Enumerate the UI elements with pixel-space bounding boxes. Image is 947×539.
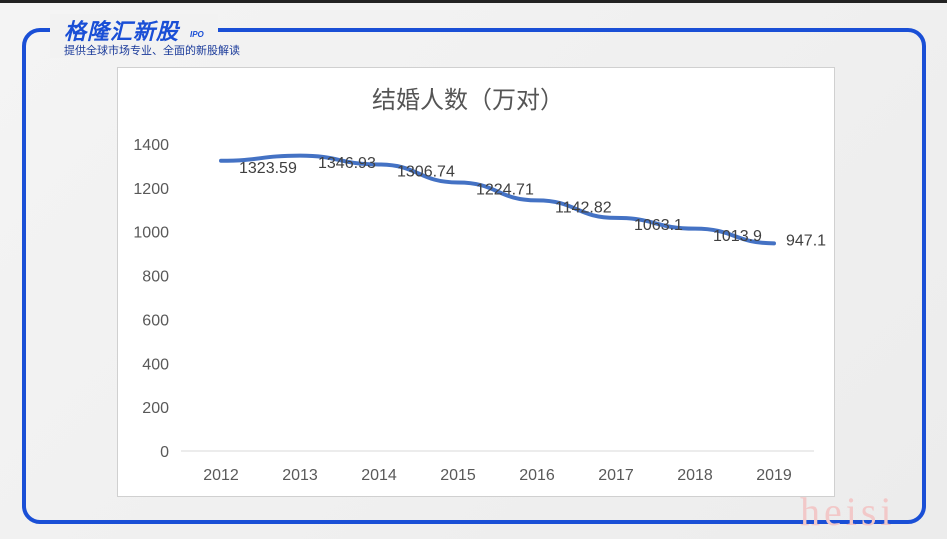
series-line bbox=[219, 153, 776, 246]
x-tick-label: 2014 bbox=[361, 467, 397, 484]
chart-title: 结婚人数（万对） bbox=[372, 87, 564, 114]
y-tick-label: 0 bbox=[160, 444, 169, 461]
x-tick-label: 2017 bbox=[598, 467, 634, 484]
data-label: 1224.71 bbox=[476, 182, 534, 199]
data-label: 947.1 bbox=[786, 233, 826, 250]
x-tick-label: 2016 bbox=[519, 467, 555, 484]
y-tick-label: 800 bbox=[142, 269, 169, 286]
data-label: 1013.9 bbox=[713, 228, 762, 245]
brand-badge: IPO bbox=[190, 30, 204, 39]
y-tick-label: 200 bbox=[142, 400, 169, 417]
y-tick-label: 600 bbox=[142, 312, 169, 329]
y-tick-label: 1000 bbox=[133, 225, 169, 242]
x-tick-label: 2019 bbox=[756, 467, 792, 484]
y-tick-label: 400 bbox=[142, 356, 169, 373]
data-label: 1346.93 bbox=[318, 155, 376, 172]
brand-tagline: 提供全球市场专业、全面的新股解读 bbox=[64, 45, 240, 57]
watermark: heisi bbox=[800, 489, 896, 534]
y-tick-label: 1400 bbox=[133, 137, 169, 154]
chart-container: 结婚人数（万对） 0 200 400 600 800 1000 1200 1400 2012 20… bbox=[117, 67, 835, 497]
top-border bbox=[0, 0, 947, 3]
line-chart: 结婚人数（万对） 0 200 400 600 800 1000 1200 1400 2012 20… bbox=[133, 87, 826, 484]
data-label: 1063.1 bbox=[634, 217, 683, 234]
x-tick-label: 2013 bbox=[282, 467, 318, 484]
y-tick-label: 1200 bbox=[133, 181, 169, 198]
data-label: 1323.59 bbox=[239, 160, 297, 177]
x-tick-label: 2015 bbox=[440, 467, 476, 484]
logo-area bbox=[50, 14, 218, 58]
content-frame bbox=[22, 28, 926, 524]
x-tick-label: 2018 bbox=[677, 467, 713, 484]
x-tick-label: 2012 bbox=[203, 467, 239, 484]
data-label: 1306.74 bbox=[397, 164, 455, 181]
data-label: 1142.82 bbox=[555, 200, 612, 217]
brand-logo: 格隆汇新股 bbox=[64, 19, 180, 44]
